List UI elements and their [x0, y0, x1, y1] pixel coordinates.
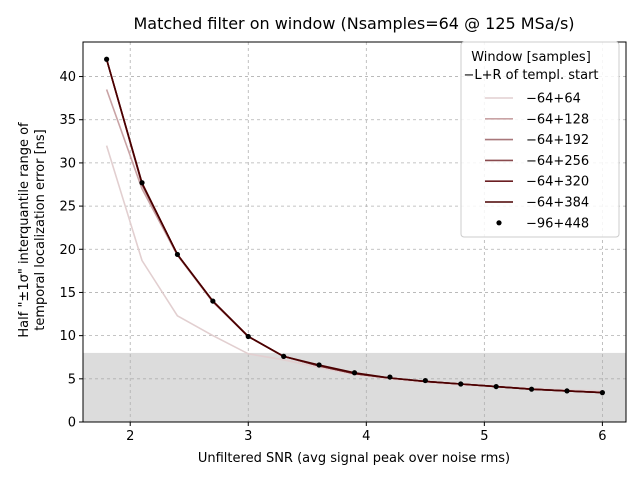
x-axis-label: Unfiltered SNR (avg signal peak over noi… [198, 451, 510, 466]
legend-marker [496, 220, 502, 226]
x-tick-label: 6 [598, 429, 606, 444]
legend-label: −64+64 [526, 92, 581, 107]
legend-entry-4: −64+320 [485, 175, 589, 190]
legend-box [460, 41, 620, 238]
legend-label: −64+256 [526, 154, 589, 169]
series-6 [104, 56, 605, 396]
data-point [174, 251, 181, 258]
data-point [564, 388, 570, 394]
data-point [387, 374, 393, 380]
legend: Window [samples] −L+R of templ. start −6… [460, 41, 620, 238]
shaded-band [83, 352, 626, 422]
y-tick-label: 30 [59, 156, 76, 171]
data-point [351, 370, 358, 376]
data-point [104, 56, 110, 62]
data-point [599, 390, 605, 396]
tick-layer: 2 3 4 5 6 0 5 10 15 20 25 30 35 40 [59, 70, 606, 444]
y-axis-label-line2: temporal localization error [ns] [33, 129, 48, 331]
legend-label: −64+128 [526, 112, 589, 127]
legend-entry-0: −64+64 [485, 92, 581, 107]
data-point [210, 298, 216, 304]
y-tick-label: 20 [59, 243, 76, 258]
y-tick-label: 35 [59, 113, 76, 128]
data-point [528, 386, 535, 392]
legend-entry-3: −64+256 [485, 154, 589, 169]
legend-label: −96+448 [526, 216, 589, 231]
legend-label: −64+384 [526, 196, 589, 211]
data-point [281, 353, 287, 359]
x-tick-label: 5 [480, 429, 488, 444]
data-point [422, 377, 428, 384]
legend-label: −64+320 [526, 175, 589, 190]
data-point [316, 362, 322, 368]
y-tick-label: 15 [59, 286, 76, 301]
legend-entry-6: −96+448 [496, 216, 589, 231]
legend-entry-5: −64+384 [485, 196, 589, 211]
chart-title: Matched filter on window (Nsamples=64 @ … [133, 14, 574, 33]
x-tick-label: 2 [126, 429, 134, 444]
data-point [458, 381, 464, 387]
y-axis-label-line1: Half "±1σ" interquantile range of [17, 122, 32, 338]
legend-entry-1: −64+128 [485, 112, 589, 127]
legend-label: −64+192 [526, 133, 589, 148]
series-layer [104, 56, 605, 396]
y-tick-label: 5 [68, 372, 76, 387]
legend-entry-2: −64+192 [485, 133, 589, 148]
data-point [245, 333, 251, 340]
legend-title-line1: Window [samples] [471, 50, 591, 65]
data-point [139, 180, 145, 186]
data-point [493, 383, 499, 390]
y-tick-label: 40 [59, 70, 76, 85]
legend-title-line2: −L+R of templ. start [463, 68, 598, 83]
x-tick-label: 3 [244, 429, 252, 444]
y-tick-label: 25 [59, 200, 76, 215]
plot-frame [82, 41, 627, 423]
y-tick-label: 0 [68, 416, 76, 431]
y-tick-label: 10 [59, 329, 76, 344]
x-tick-label: 4 [362, 429, 370, 444]
